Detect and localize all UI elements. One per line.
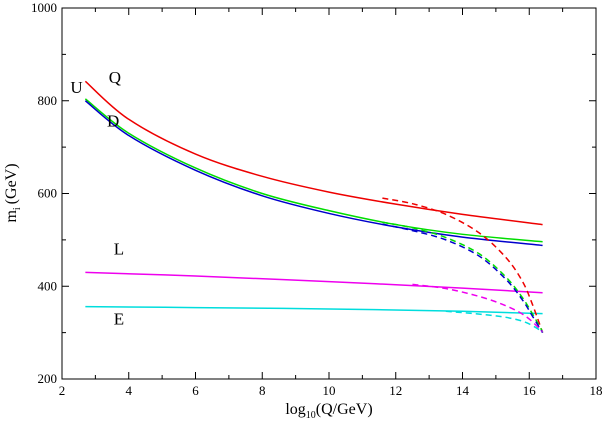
x-tick-label: 14 — [456, 383, 470, 398]
y-axis-title-main: m — [3, 210, 20, 223]
y-axis-title-sub: i — [12, 207, 23, 210]
x-axis-title-rest: (Q/GeV) — [316, 401, 373, 418]
curve-label-u: U — [70, 78, 82, 97]
series-line-d-dashed — [382, 223, 544, 334]
y-tick-label: 800 — [38, 93, 58, 108]
y-tick-label: 1000 — [31, 0, 57, 15]
x-tick-label: 18 — [590, 383, 602, 398]
curve-label-e: E — [114, 309, 124, 328]
y-tick-label: 400 — [38, 278, 58, 293]
series-line-e-dashed — [445, 310, 543, 333]
plot-frame — [61, 7, 597, 380]
series-line-u-dashed — [382, 221, 544, 333]
x-tick-label: 12 — [389, 383, 402, 398]
series-line-e — [85, 305, 543, 315]
curve-label-q: Q — [109, 68, 121, 87]
x-tick-label: 8 — [259, 383, 266, 398]
series-line-d — [84, 100, 543, 247]
x-tick-label: 16 — [523, 383, 537, 398]
series-line-q-dashed — [382, 197, 544, 333]
curve-label-d: D — [107, 111, 119, 130]
x-tick-label: 6 — [192, 383, 199, 398]
y-tick-label: 600 — [38, 186, 58, 201]
x-tick-label: 2 — [59, 383, 66, 398]
curve-labels: Q U D L E — [70, 68, 124, 328]
series-line-l — [85, 271, 543, 294]
series-line-u — [84, 98, 543, 243]
curve-label-l: L — [114, 240, 124, 259]
y-axis-title: mi (GeV) — [3, 163, 23, 222]
series-layer — [84, 80, 544, 334]
x-axis-title-main: log — [285, 401, 305, 418]
x-tick-label: 10 — [323, 383, 336, 398]
axis-ticks: 2 4 6 8 10 12 14 16 18 200 400 600 800 1000 — [31, 0, 602, 398]
y-tick-label: 200 — [38, 371, 58, 386]
x-axis-title: log10(Q/GeV) — [285, 401, 372, 421]
y-axis-title-rest: (GeV) — [3, 163, 20, 204]
x-axis-title-sub: 10 — [306, 410, 316, 421]
x-tick-label: 4 — [126, 383, 133, 398]
series-line-q — [84, 80, 543, 226]
series-line-l-dashed — [412, 283, 544, 333]
